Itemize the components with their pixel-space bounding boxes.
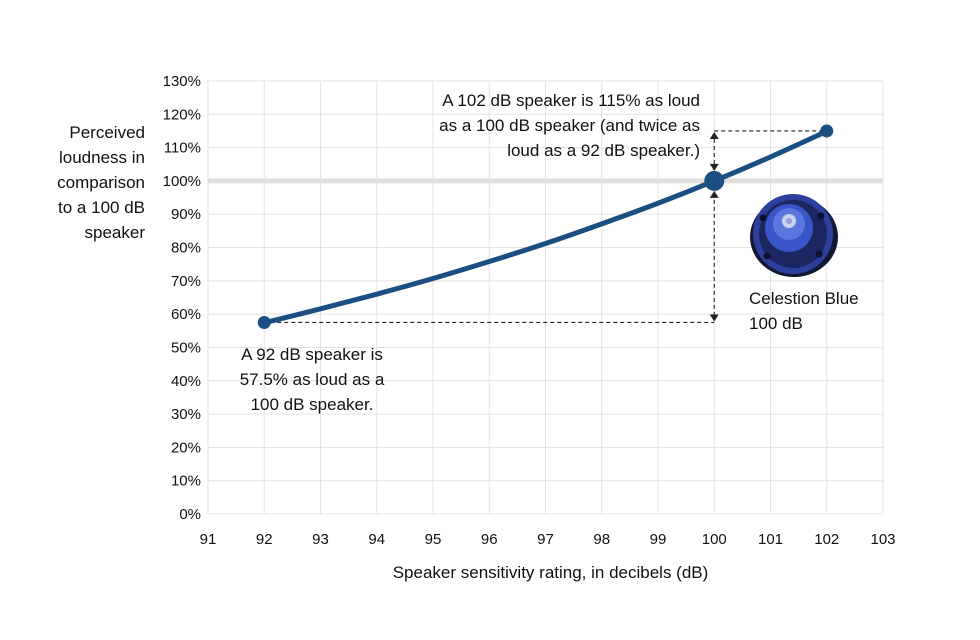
anno-speaker-line-1: Celestion Blue bbox=[749, 289, 859, 308]
y-tick-label-60: 60% bbox=[171, 306, 201, 323]
highlight-points bbox=[257, 124, 834, 329]
x-tick-label-94: 94 bbox=[368, 531, 385, 548]
anno-92-line-2: 57.5% as loud as a bbox=[240, 370, 385, 389]
series-layer bbox=[261, 128, 830, 326]
y-tick-label-30: 30% bbox=[171, 406, 201, 423]
x-tick-label-103: 103 bbox=[870, 531, 895, 548]
anno-92-line-1: A 92 dB speaker is bbox=[241, 345, 383, 364]
x-tick-label-98: 98 bbox=[593, 531, 610, 548]
speaker-bolt-2 bbox=[817, 212, 825, 220]
y-tick-label-50: 50% bbox=[171, 339, 201, 356]
series-line-0 bbox=[261, 128, 830, 326]
axis-labels: Speaker sensitivity rating, in decibels … bbox=[57, 123, 708, 582]
speaker-bolt-1 bbox=[759, 214, 767, 222]
anno-102-line-2: as a 100 dB speaker (and twice as bbox=[439, 116, 700, 135]
anno-102-line-1: A 102 dB speaker is 115% as loud bbox=[442, 91, 700, 110]
x-axis-label: Speaker sensitivity rating, in decibels … bbox=[393, 563, 709, 582]
highlight-point-102 bbox=[820, 124, 834, 138]
y-tick-label-70: 70% bbox=[171, 273, 201, 290]
y-axis-label-line-4: to a 100 dB bbox=[58, 198, 145, 217]
x-tick-label-101: 101 bbox=[758, 531, 783, 548]
y-axis-label-line-5: speaker bbox=[85, 223, 146, 242]
y-tick-label-40: 40% bbox=[171, 373, 201, 390]
y-tick-label-100: 100% bbox=[163, 173, 201, 190]
arrowhead-upper-up bbox=[709, 131, 719, 139]
y-tick-label-10: 10% bbox=[171, 473, 201, 490]
y-tick-label-130: 130% bbox=[163, 73, 201, 90]
x-tick-label-100: 100 bbox=[702, 531, 727, 548]
y-axis-label-line-2: loudness in bbox=[59, 148, 145, 167]
x-tick-label-92: 92 bbox=[256, 531, 273, 548]
x-tick-label-95: 95 bbox=[425, 531, 442, 548]
highlight-point-100 bbox=[704, 170, 725, 191]
x-tick-label-102: 102 bbox=[814, 531, 839, 548]
highlight-point-92 bbox=[257, 315, 271, 329]
y-tick-label-0: 0% bbox=[179, 506, 201, 523]
y-tick-label-90: 90% bbox=[171, 206, 201, 223]
y-axis-label-line-3: comparison bbox=[57, 173, 145, 192]
y-tick-label-20: 20% bbox=[171, 439, 201, 456]
arrowhead-lower-down bbox=[709, 314, 719, 322]
x-tick-label-96: 96 bbox=[481, 531, 498, 548]
y-tick-label-80: 80% bbox=[171, 240, 201, 257]
x-tick-label-99: 99 bbox=[650, 531, 667, 548]
x-tick-labels: 91 92 93 94 95 96 97 98 99 100 101 102 103 bbox=[200, 531, 896, 548]
speaker-bolt-3 bbox=[763, 252, 771, 260]
x-tick-label-97: 97 bbox=[537, 531, 554, 548]
y-tick-labels: 0% 10% 20% 30% 40% 50% 60% 70% 80% 90% 100% 110% 120… bbox=[163, 73, 201, 523]
anno-92-line-3: 100 dB speaker. bbox=[251, 395, 374, 414]
x-tick-label-93: 93 bbox=[312, 531, 329, 548]
speaker-image bbox=[750, 194, 838, 277]
annotations: A 92 dB speaker is 57.5% as loud as a 100 … bbox=[240, 91, 859, 414]
dashed-guides bbox=[270, 130, 821, 324]
y-tick-label-110: 110% bbox=[164, 140, 201, 157]
anno-102-line-3: loud as a 92 dB speaker.) bbox=[507, 141, 700, 160]
y-axis-label-line-1: Perceived bbox=[69, 123, 145, 142]
arrowhead-upper-down bbox=[709, 163, 719, 171]
arrowhead-lower-up bbox=[709, 190, 719, 198]
speaker-bolt-4 bbox=[815, 250, 823, 258]
anno-speaker-line-2: 100 dB bbox=[749, 314, 803, 333]
x-tick-label-91: 91 bbox=[200, 531, 217, 548]
speaker-cap-center bbox=[786, 218, 792, 224]
y-tick-label-120: 120% bbox=[163, 106, 201, 123]
